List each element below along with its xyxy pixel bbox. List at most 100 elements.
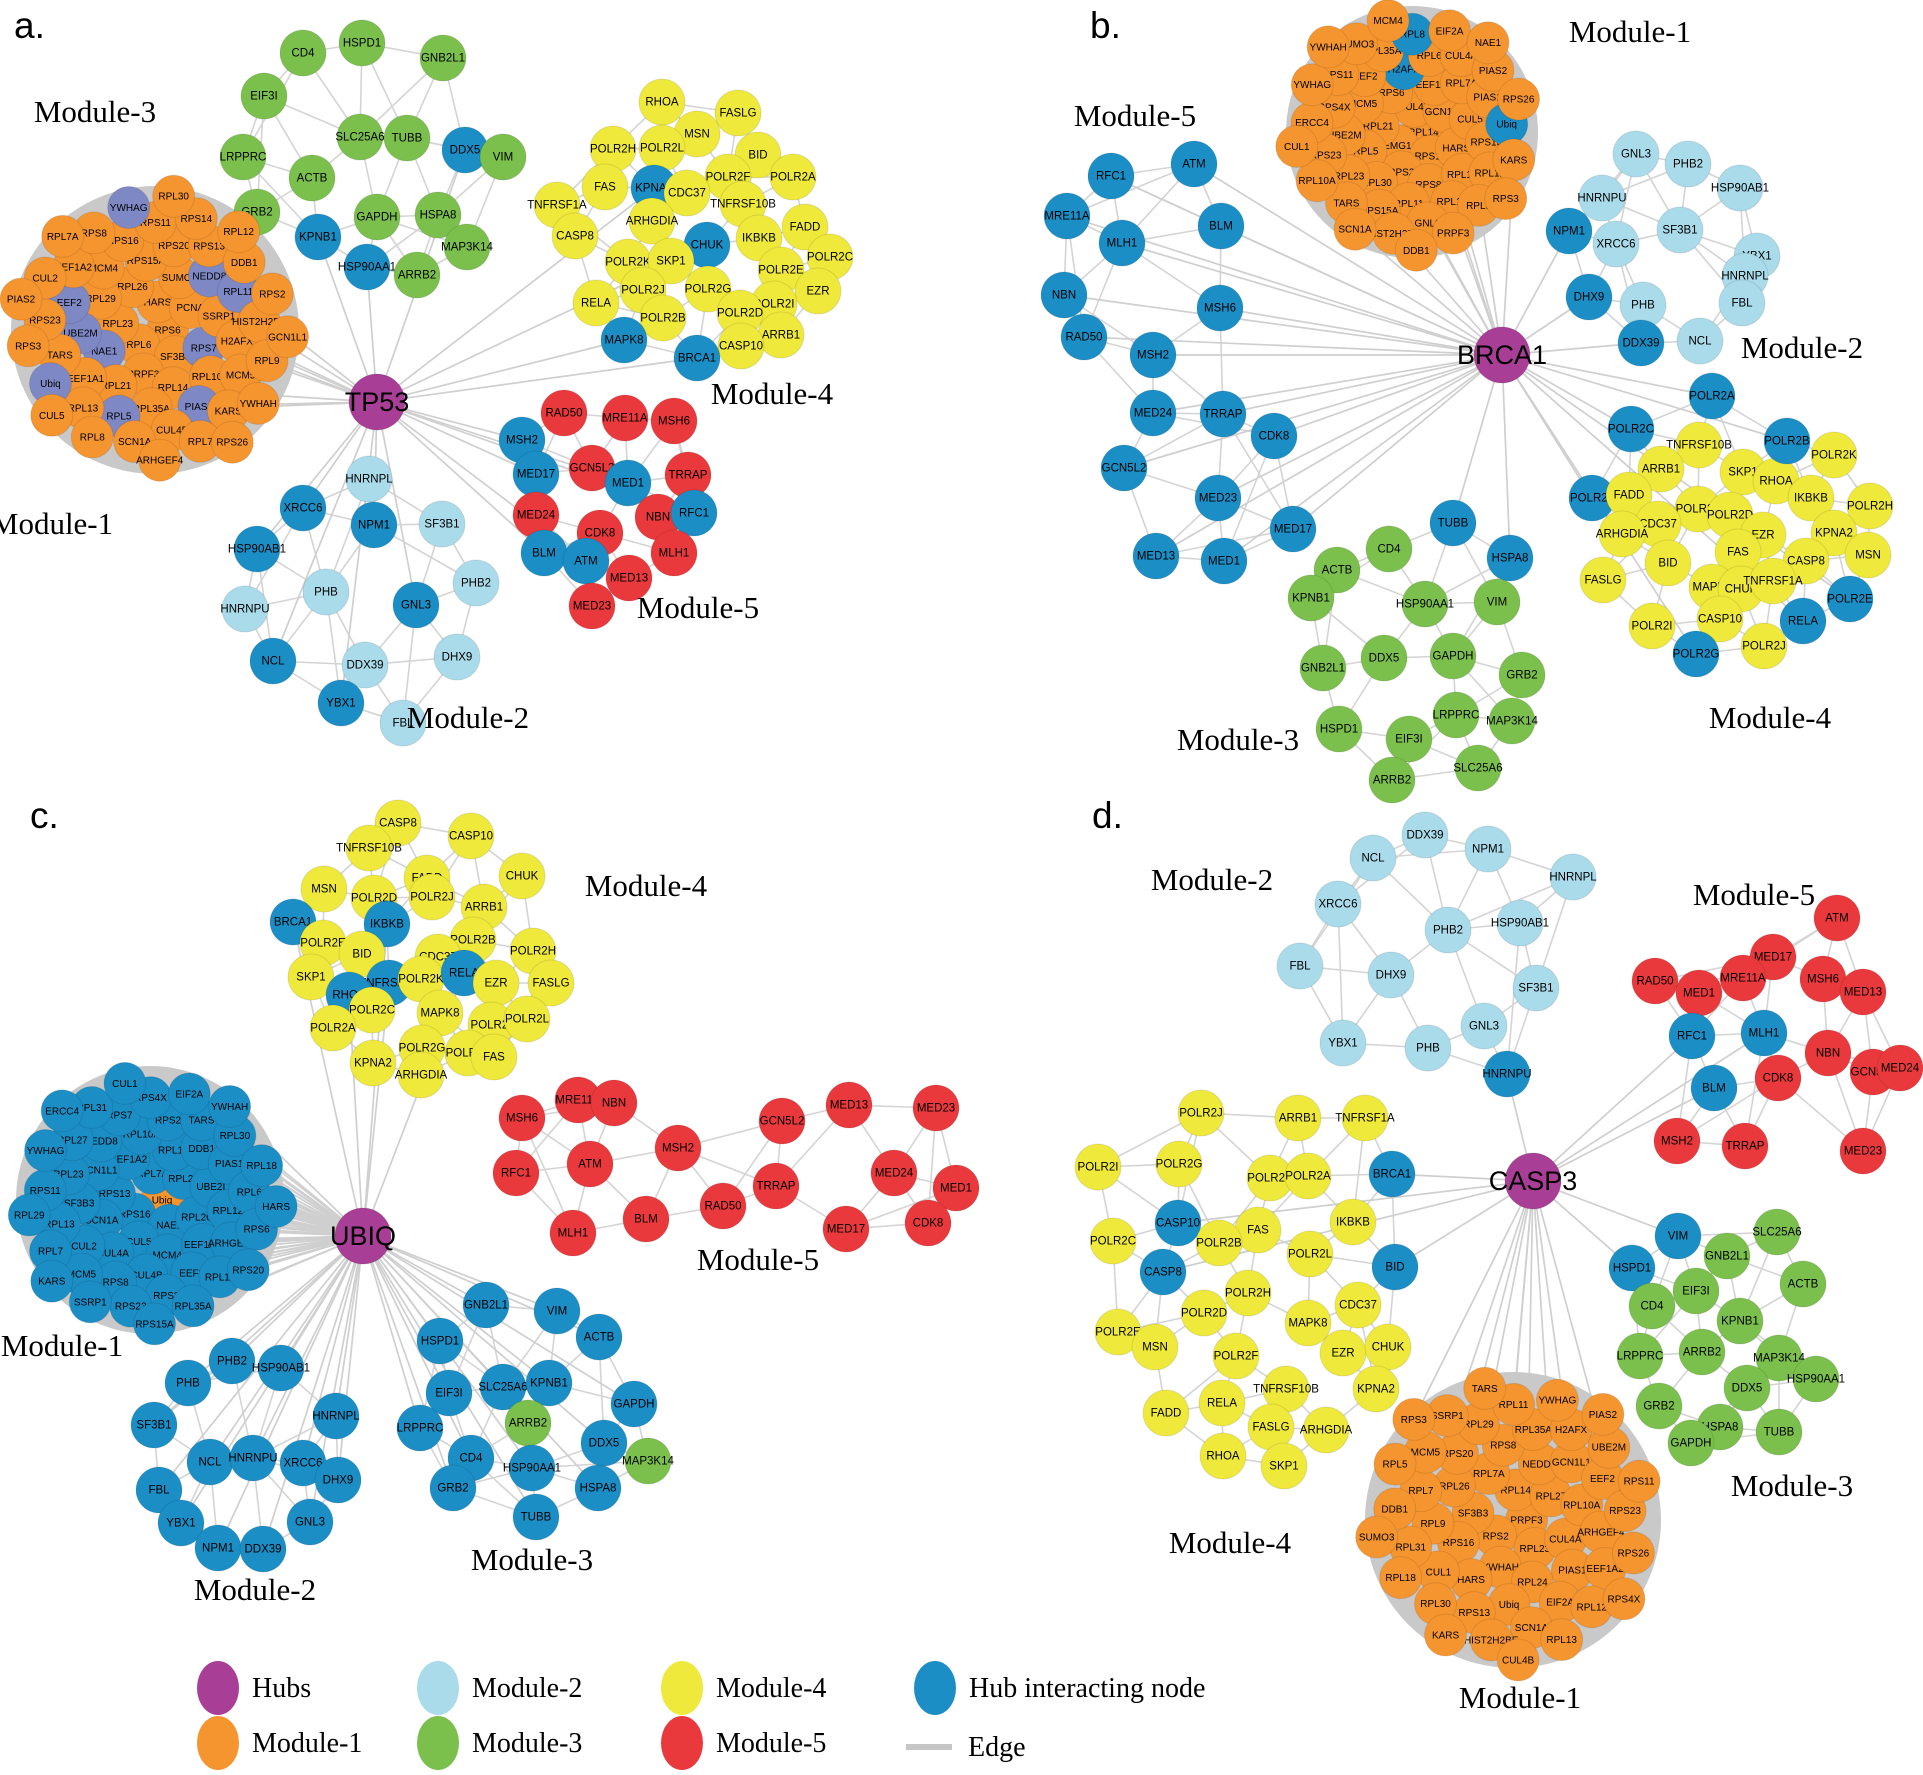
- node-label: RPL8: [80, 433, 105, 444]
- gene-node: [419, 34, 467, 82]
- node-label: PIAS1: [1473, 93, 1502, 104]
- gene-node: [1826, 575, 1874, 623]
- hub-node: [1504, 1152, 1562, 1210]
- node-label: RPS3: [1493, 194, 1520, 205]
- gene-node: [1667, 1419, 1715, 1467]
- gene-node: [414, 191, 462, 239]
- gene-node: [1100, 444, 1148, 492]
- node-label: RPL24: [168, 1174, 199, 1185]
- gene-node: [1716, 1297, 1764, 1345]
- node-label: RPL21: [101, 381, 132, 392]
- node-label: RPL27: [57, 1135, 88, 1146]
- node-label: MED1: [1208, 556, 1240, 568]
- node-label: NAE1: [156, 1221, 183, 1232]
- node-label: HIST2H2BE: [1464, 1635, 1519, 1646]
- gene-node: [825, 1081, 873, 1129]
- gene-node: [1703, 1232, 1751, 1280]
- node-label: CD4: [1640, 1301, 1664, 1313]
- node-label: HSP90AA1: [1396, 599, 1454, 611]
- node-label: HSP90AB1: [1711, 183, 1769, 195]
- node-label: CUL4B: [156, 426, 189, 437]
- hub-edge: [1219, 307, 1503, 356]
- gene-node: [1787, 474, 1835, 522]
- hub-edge: [1292, 354, 1503, 530]
- gene-node: [1286, 1230, 1334, 1278]
- node-label: RPS2: [1388, 167, 1415, 178]
- module-label: Module-2: [1741, 330, 1863, 365]
- node-label: MSH6: [1807, 974, 1839, 986]
- node-label: FASLG: [719, 108, 756, 120]
- node-label: MCM4: [1373, 16, 1403, 27]
- gene-node: [498, 1094, 546, 1142]
- gene-node: [336, 113, 384, 161]
- node-label: TARS: [1472, 1384, 1498, 1395]
- module-label: Module-2: [407, 700, 529, 735]
- node-label: RPL30: [1420, 1599, 1451, 1610]
- gene-node: [317, 679, 365, 727]
- node-label: HNRNPL: [312, 1411, 360, 1423]
- module-label: Module-4: [711, 376, 834, 411]
- gene-node: [1488, 697, 1536, 745]
- node-label: MLH1: [558, 1228, 589, 1240]
- node-label: RPS13: [99, 1189, 131, 1200]
- gene-node: [1466, 21, 1510, 65]
- node-label: DDX5: [450, 145, 481, 157]
- node-label: CDK8: [585, 528, 616, 540]
- gene-node: [167, 1072, 211, 1116]
- node-label: DDX5: [1732, 1383, 1763, 1395]
- node-label: RPS8: [81, 228, 108, 239]
- edge: [1506, 922, 1521, 1075]
- node-label: GCN5L2: [1102, 463, 1147, 475]
- node-label: DHX9: [323, 1475, 354, 1487]
- node-label: SSRP1: [1431, 1411, 1464, 1422]
- node-label: POLR2E: [758, 265, 804, 277]
- node-label: SSRP1: [74, 1297, 107, 1308]
- node-label: PHB: [176, 1378, 200, 1390]
- node-label: BRCA1: [1373, 1169, 1411, 1181]
- node-label: MSH2: [1137, 350, 1169, 362]
- module-label: Module-1: [1, 1328, 123, 1363]
- gene-node: [219, 133, 267, 181]
- gene-node: [1260, 1442, 1308, 1490]
- node-label: RPL26: [181, 1212, 212, 1223]
- node-label: MED17: [517, 469, 555, 481]
- node-label: YBX1: [1328, 1038, 1357, 1050]
- gene-node: [1592, 220, 1640, 268]
- node-label: ARRB2: [1373, 775, 1411, 787]
- hub-edge: [1501, 354, 1511, 559]
- node-label: RPS2: [1483, 1531, 1510, 1542]
- node-label: EMG1: [1383, 141, 1412, 152]
- node-label: RPL12: [1475, 168, 1506, 179]
- node-label: PHB2: [461, 578, 491, 590]
- node-label: PIAS1: [185, 402, 214, 413]
- module-nodes-module-4: RHOA FASLG MSN POLR2H POLR2L BID POLR2F POLR2A F…: [527, 78, 854, 382]
- gene-node: [1385, 715, 1433, 763]
- node-label: MAPK8: [421, 1008, 460, 1020]
- gene-node: [525, 1359, 573, 1407]
- module-label: Module-4: [1169, 1525, 1292, 1560]
- node-label: RPL23: [1520, 1544, 1551, 1555]
- node-label: SUMO3: [1359, 1532, 1395, 1543]
- node-label: POLR2C: [349, 1005, 395, 1017]
- gene-node: [1844, 531, 1892, 579]
- gene-node: [0, 277, 43, 321]
- node-label: RPS7: [106, 1110, 133, 1121]
- node-label: EEF2: [1353, 71, 1378, 82]
- node-label: RPL10A: [1563, 1500, 1601, 1511]
- node-label: POLR2A: [310, 1023, 356, 1035]
- node-label: POLR2J: [410, 892, 453, 904]
- gene-node: [1366, 0, 1410, 43]
- gene-node: [1429, 499, 1477, 547]
- node-label: MCM5: [1411, 1448, 1441, 1459]
- gene-node: [236, 381, 280, 425]
- hub-edge: [1123, 354, 1503, 469]
- node-label: FAS: [1247, 1225, 1269, 1237]
- gene-node: [164, 1359, 212, 1407]
- hub-edge: [1063, 294, 1503, 356]
- gene-node: [1497, 77, 1541, 121]
- hub-edge: [362, 1235, 450, 1394]
- gene-node: [233, 525, 281, 573]
- hub-edge: [1273, 354, 1503, 437]
- node-label: POLR2A: [1285, 1171, 1331, 1183]
- node-label: EIF2A: [175, 1089, 203, 1100]
